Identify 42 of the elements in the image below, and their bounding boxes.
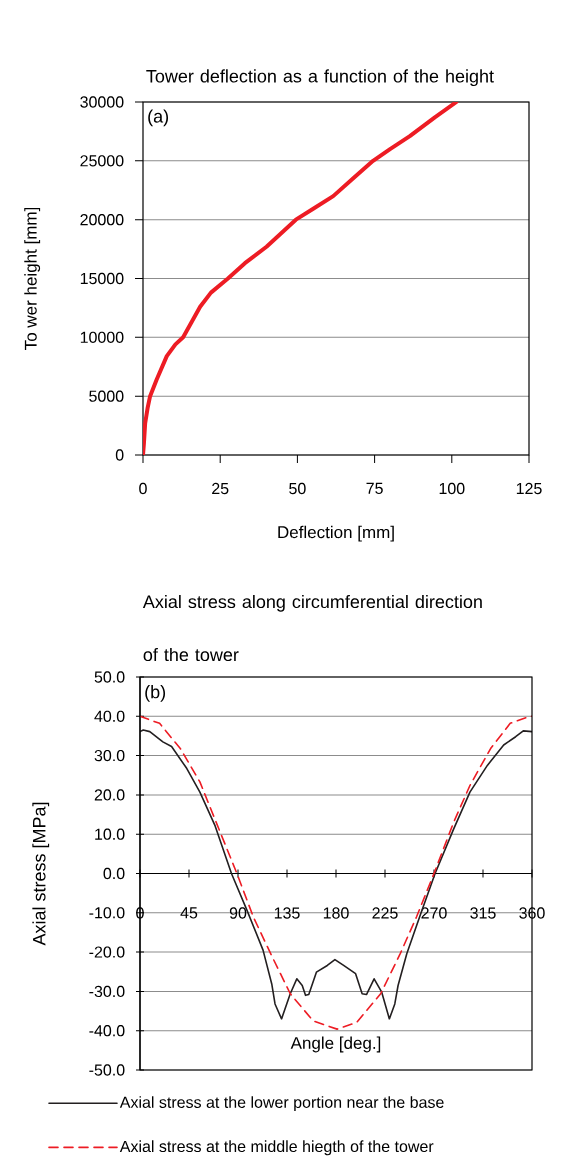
line-series [143,101,459,455]
x-tick-label: 225 [372,907,398,919]
y-axis-title: To wer height [mm] [24,207,41,350]
x-tick-label: 135 [274,907,300,919]
x-tick-label: 125 [516,482,542,495]
chart-title: Tower deflection as a function of the height [146,69,494,87]
chart-title: Axial stress along circumferential direction of the tower [142,594,482,662]
x-tick-label: 315 [470,907,496,919]
y-axis-title: Axial stress [MPa] [32,802,50,946]
y-tick-label: 0 [115,449,124,461]
legend-label: Axial stress at the middle hiegth of the tower [119,1140,434,1156]
y-tick-label: -20.0 [89,946,125,958]
x-tick-label: 0 [139,482,147,495]
y-tick-label: 5000 [89,390,124,402]
x-tick-label: 270 [421,907,447,919]
y-tick-label: -10.0 [89,907,125,919]
y-tick-label: 10000 [80,331,124,343]
y-tick-label: -50.0 [89,1064,125,1076]
x-tick-label: 75 [366,482,383,495]
x-tick-label: 50 [289,482,306,495]
y-tick-label: 50.0 [94,671,125,683]
y-tick-label: 0.0 [103,867,125,880]
x-tick-label: 90 [229,907,247,919]
legend-label: Axial stress at the lower portion near the base [119,1096,444,1112]
y-tick-label: 30000 [80,96,124,108]
y-tick-label: 25000 [80,155,124,167]
y-tick-label: 30.0 [94,749,125,762]
annotation: (b) [145,685,166,702]
y-tick-label: 40.0 [94,710,125,722]
y-tick-label: 10.0 [95,828,125,840]
y-tick-label: -40.0 [89,1025,125,1037]
y-tick-label: 20000 [80,214,124,226]
y-tick-label: 20.0 [94,789,125,801]
annotation: (a) [148,109,169,127]
x-tick-label: 100 [439,482,465,495]
x-tick-label: 180 [323,907,349,919]
x-axis-title: Angle [deg.] [290,1036,381,1053]
y-tick-label: -30.0 [89,985,125,998]
x-tick-label: 45 [180,907,198,919]
x-axis-title: Deflection [mm] [278,525,394,542]
y-tick-label: 15000 [80,272,124,285]
x-tick-label: 25 [212,482,229,495]
